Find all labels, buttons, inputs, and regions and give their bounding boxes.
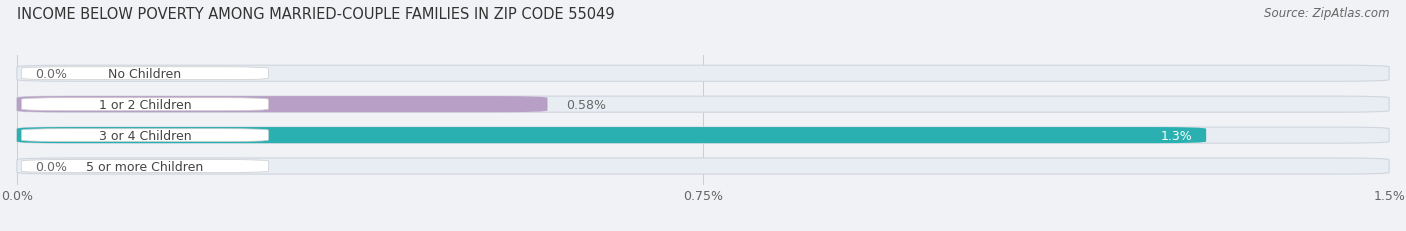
Text: No Children: No Children — [108, 67, 181, 80]
FancyBboxPatch shape — [21, 160, 269, 173]
FancyBboxPatch shape — [17, 128, 1206, 143]
Text: 1 or 2 Children: 1 or 2 Children — [98, 98, 191, 111]
Text: 0.58%: 0.58% — [565, 98, 606, 111]
Text: 0.0%: 0.0% — [35, 160, 67, 173]
FancyBboxPatch shape — [21, 67, 269, 80]
FancyBboxPatch shape — [17, 128, 1389, 143]
Text: 0.0%: 0.0% — [35, 67, 67, 80]
FancyBboxPatch shape — [21, 98, 269, 111]
FancyBboxPatch shape — [17, 66, 1389, 82]
Text: 3 or 4 Children: 3 or 4 Children — [98, 129, 191, 142]
FancyBboxPatch shape — [17, 97, 1389, 113]
Text: Source: ZipAtlas.com: Source: ZipAtlas.com — [1264, 7, 1389, 20]
Text: 5 or more Children: 5 or more Children — [86, 160, 204, 173]
Text: INCOME BELOW POVERTY AMONG MARRIED-COUPLE FAMILIES IN ZIP CODE 55049: INCOME BELOW POVERTY AMONG MARRIED-COUPL… — [17, 7, 614, 22]
Text: 1.3%: 1.3% — [1161, 129, 1192, 142]
FancyBboxPatch shape — [17, 97, 547, 113]
FancyBboxPatch shape — [21, 129, 269, 142]
FancyBboxPatch shape — [17, 158, 1389, 174]
